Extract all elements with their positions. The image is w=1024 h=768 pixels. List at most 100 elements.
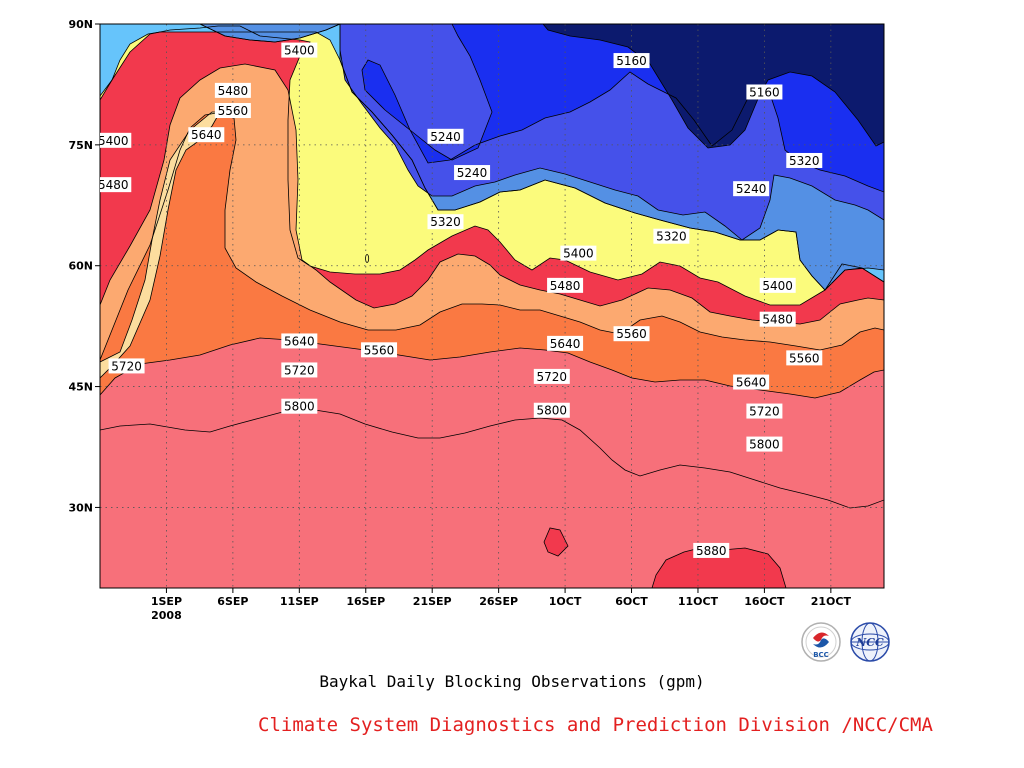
x-tick-label: 6OCT [615,595,648,608]
contour-label-text: 5400 [762,279,793,293]
contour-label: 5560 [361,342,398,358]
contour-label-text: 5240 [457,166,488,180]
x-tick-label: 16SEP [346,595,385,608]
contour-label-bg [427,214,464,230]
contour-label-bg [733,374,770,390]
contour-label-text: 5400 [98,134,129,148]
contour-label-bg [214,103,251,119]
contour-label-bg [188,127,225,143]
y-tick-label: 90N [68,18,93,31]
contour-label: 5640 [733,374,770,390]
contour-label-bg [613,326,650,342]
contour-line-1 [361,24,884,193]
x-tick-label: 16OCT [744,595,785,608]
contour-label: 5240 [733,181,770,197]
contour-line-5 [100,25,884,588]
contour-label-bg [560,245,597,261]
contour-label: 5720 [281,362,318,378]
contour-label-bg [746,436,783,452]
contour-band-8 [100,112,220,378]
contour-label-text: 5400 [563,247,594,261]
contour-label-text: 5640 [284,334,315,348]
contour-label-bg [427,128,464,144]
contour-label-text: 5480 [218,84,249,98]
contour-label-bg [100,132,132,148]
contour-label-text: 5560 [218,104,249,118]
credit-line: Climate System Diagnostics and Predictio… [258,714,933,736]
contour-label: 5240 [454,165,491,181]
logo-group: BCC NCC [801,622,890,662]
contour-label-text: 5480 [762,313,793,327]
contour-label-bg [733,181,770,197]
contour-label-text: 5240 [736,182,767,196]
contour-label: 5560 [214,103,251,119]
contour-label-text: 5320 [789,154,820,168]
contour-label: 5800 [533,402,570,418]
contour-label-bg [547,335,584,351]
contour-band-13 [544,528,568,556]
contour-label: 5400 [759,277,796,293]
ncc-logo: NCC [850,622,890,662]
contour-label: 5880 [693,542,730,558]
contour-label: 5400 [560,245,597,261]
contour-label-text: 5720 [749,405,780,419]
contour-label-bg [533,402,570,418]
contour-label-bg [746,403,783,419]
contour-line-11 [100,409,884,588]
contour-label: 5160 [746,84,783,100]
contour-label-text: 5240 [430,130,461,144]
x-tick-label: 1OCT [549,595,582,608]
contour-label-text: 5800 [749,438,780,452]
contour-label: 5800 [281,398,318,414]
contour-label-text: 5720 [284,363,315,377]
plot-frame [99,23,885,589]
x-year-label: 2008 [151,609,182,622]
contour-label: 5640 [547,335,584,351]
contour-label-text: 5880 [696,544,727,558]
contour-label-bg [759,311,796,327]
contour-label-bg [613,53,650,69]
y-tick-label: 45N [68,381,93,394]
contour-label: 5640 [281,333,318,349]
contour-label: 5800 [746,436,783,452]
contour-label-bg [281,42,318,58]
contour-label-text: 5160 [616,54,647,68]
contour-label-bg [746,84,783,100]
contour-label: 5480 [759,311,796,327]
contour-label-bg [281,362,318,378]
contour-line-13 [543,527,569,557]
contour-label-bg [281,333,318,349]
bcc-logo-text: BCC [813,651,829,659]
y-tick-label: 30N [68,501,93,514]
contour-label: 5160 [613,53,650,69]
contour-label-text: 5400 [284,44,315,58]
x-tick-label: 1SEP [151,595,182,608]
ncc-logo-text: NCC [855,636,884,649]
contour-label: 5240 [427,128,464,144]
contour-label-text: 5560 [789,351,820,365]
bcc-logo: BCC [801,622,841,662]
x-tick-label: 21OCT [811,595,852,608]
contour-label-text: 5320 [430,215,461,229]
contour-line-islet [365,254,370,263]
contour-label-bg [533,368,570,384]
contour-label-bg [547,277,584,293]
contour-label-text: 5320 [656,230,687,244]
contour-label-text: 5480 [98,178,129,192]
contour-label-bg [100,177,132,193]
x-tick-label: 11OCT [678,595,719,608]
contour-label: 5640 [188,127,225,143]
contour-label: 5720 [746,403,783,419]
contour-band-0 [543,24,884,148]
contour-label: 5720 [108,358,145,374]
contour-line-3 [199,24,884,291]
x-axis: 1SEP 6SEP 11SEP 16SEP 21SEP 26SEP 1OCT 6OCT 11OC… [151,588,852,622]
contour-line-6 [100,63,884,588]
contour-band-11 [100,410,884,588]
contour-label-bg [214,82,251,98]
contour-label: 5720 [533,368,570,384]
contour-label-layer: 5400 5480 5560 5640 5400 5480 5160 5160 5240 5240… [98,42,823,558]
contour-line-2 [339,24,884,241]
y-tick-label: 75N [68,139,93,152]
chart-title: Baykal Daily Blocking Observations (gpm) [319,672,705,691]
